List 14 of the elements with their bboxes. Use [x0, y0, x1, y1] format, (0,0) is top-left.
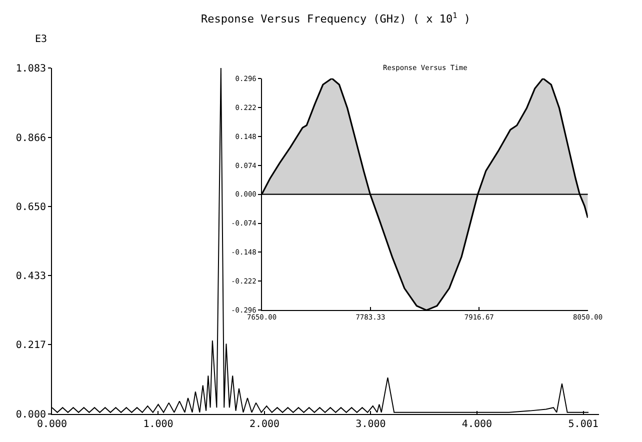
y-tick-label: 1.083 [16, 64, 46, 74]
text: E3 [35, 34, 48, 45]
y-tick-label: 0.433 [16, 271, 46, 282]
x-tick-label: 3.000 [356, 419, 386, 430]
chart-title: Response Versus Frequency (GHz) ( x 10$^{1}$ ) [201, 11, 471, 26]
x-tick-label: 1.000 [143, 419, 174, 430]
y-tick-label: 0.866 [16, 132, 46, 144]
y-tick-label: 0.217 [16, 340, 46, 352]
y-tick-label: 0.000 [16, 410, 46, 420]
x-tick-label: 5.001 [568, 419, 598, 430]
x-tick-label: 0.000 [36, 419, 68, 430]
x-tick-label: 2.000 [249, 419, 280, 430]
y-tick-label: 0.650 [16, 202, 46, 213]
x-tick-label: 4.000 [462, 419, 492, 430]
